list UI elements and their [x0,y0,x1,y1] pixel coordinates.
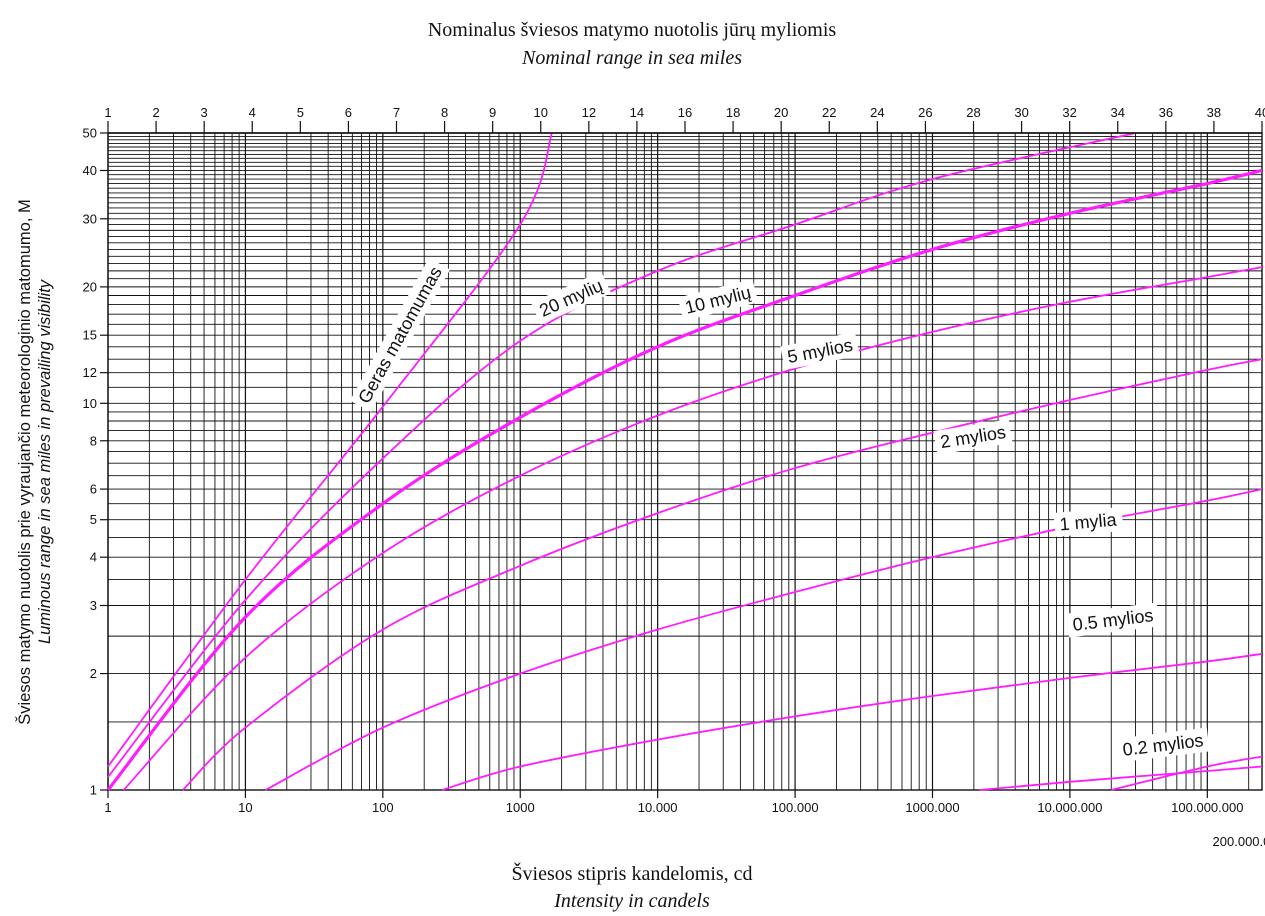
top-tick-label: 2 [152,105,159,120]
y-tick-label: 3 [90,598,97,613]
x-axis-label-lt: Šviesos stipris kandelomis, cd [511,861,752,885]
curve-series [122,266,1263,791]
top-tick-label: 12 [582,105,596,120]
x-tick-label: 10 [238,800,252,815]
top-tick-label: 38 [1207,105,1221,120]
curve-series [106,168,1263,791]
x-tick-label: 1 [104,800,111,815]
top-tick-label: 30 [1014,105,1028,120]
curve-label-bg [780,331,860,371]
range-curves [106,132,1263,791]
y-tick-label: 5 [90,512,97,527]
x-axis-label-en: Intensity in candels [553,890,710,912]
y-axis-label-en: Luminous range in sea miles in prevailin… [36,278,54,644]
chart-title-lt: Nominalus šviesos matymo nuotolis jūrų m… [428,19,837,41]
curve-series [979,765,1263,791]
curve-label-bg [1053,507,1124,537]
y-tick-label: 4 [90,550,97,565]
y-tick-label: 12 [83,365,97,380]
curve-label: 20 mylių [530,271,612,325]
top-tick-label: 14 [630,105,644,120]
x-tick-label: 100.000.000 [1171,800,1243,815]
x-tick-label: 1000.000 [905,800,959,815]
x-tick-label: 100 [372,800,394,815]
top-tick-label: 4 [249,105,256,120]
top-tick-label: 6 [345,105,352,120]
top-tick-label: 1 [104,105,111,120]
curve-series [441,652,1263,791]
y-axis-label-lt: Šviesos matymo nuotolis prie vyraujančio… [15,199,34,724]
x-tick-label: 100.000 [772,800,819,815]
curve-label: 5 mylios [780,331,860,371]
curve-label-bg [677,279,759,321]
y-tick-label: 2 [90,666,97,681]
x-tick-label: 1000 [506,800,535,815]
top-tick-label: 20 [774,105,788,120]
top-tick-label: 10 [534,105,548,120]
y-tick-label: 20 [83,279,97,294]
y-tick-label: 50 [83,126,97,141]
curve-series [182,358,1263,791]
top-tick-label: 28 [966,105,980,120]
y-tick-label: 30 [83,211,97,226]
top-tick-label: 24 [870,105,884,120]
curve-label-bg [1116,727,1210,763]
y-tick-label: 15 [83,328,97,343]
x-tick-label: 10.000 [638,800,678,815]
chart-title-en: Nominal range in sea miles [521,47,742,69]
top-tick-label: 16 [678,105,692,120]
top-tick-label: 3 [201,105,208,120]
top-tick-label: 22 [822,105,836,120]
top-tick-label: 18 [726,105,740,120]
curve-label: 0.5 mylios [1066,602,1160,638]
curve-label-bg [530,271,612,325]
y-tick-label: 40 [83,163,97,178]
top-tick-label: 32 [1062,105,1076,120]
curve-label-bg [933,419,1013,455]
plot-frame [107,132,1263,791]
x-tick-label-extra: 200.000.000 [1213,834,1265,849]
top-tick-label: 36 [1159,105,1173,120]
top-tick-label: 26 [918,105,932,120]
top-tick-label: 5 [297,105,304,120]
y-tick-label: 1 [90,783,97,798]
curve-label-bg [1066,602,1160,638]
curve-series [265,488,1263,791]
top-tick-label: 34 [1111,105,1125,120]
curve-label: 10 mylių [677,279,759,321]
curve-series [107,132,553,768]
curve-label: 0.2 mylios [1116,727,1210,763]
curve-series [1111,755,1263,791]
grid [107,132,1263,791]
top-tick-label: 9 [489,105,496,120]
y-tick-label: 6 [90,482,97,497]
top-tick-label: 40 [1255,105,1265,120]
curve-series [107,132,1136,778]
curve-label: 1 mylia [1053,507,1124,537]
top-tick-label: 7 [393,105,400,120]
curve-label: 2 mylios [933,419,1013,455]
x-tick-label: 10.000.000 [1037,800,1102,815]
curve-label-bg [349,257,451,413]
y-tick-label: 10 [83,396,97,411]
top-tick-label: 8 [441,105,448,120]
y-tick-label: 8 [90,433,97,448]
